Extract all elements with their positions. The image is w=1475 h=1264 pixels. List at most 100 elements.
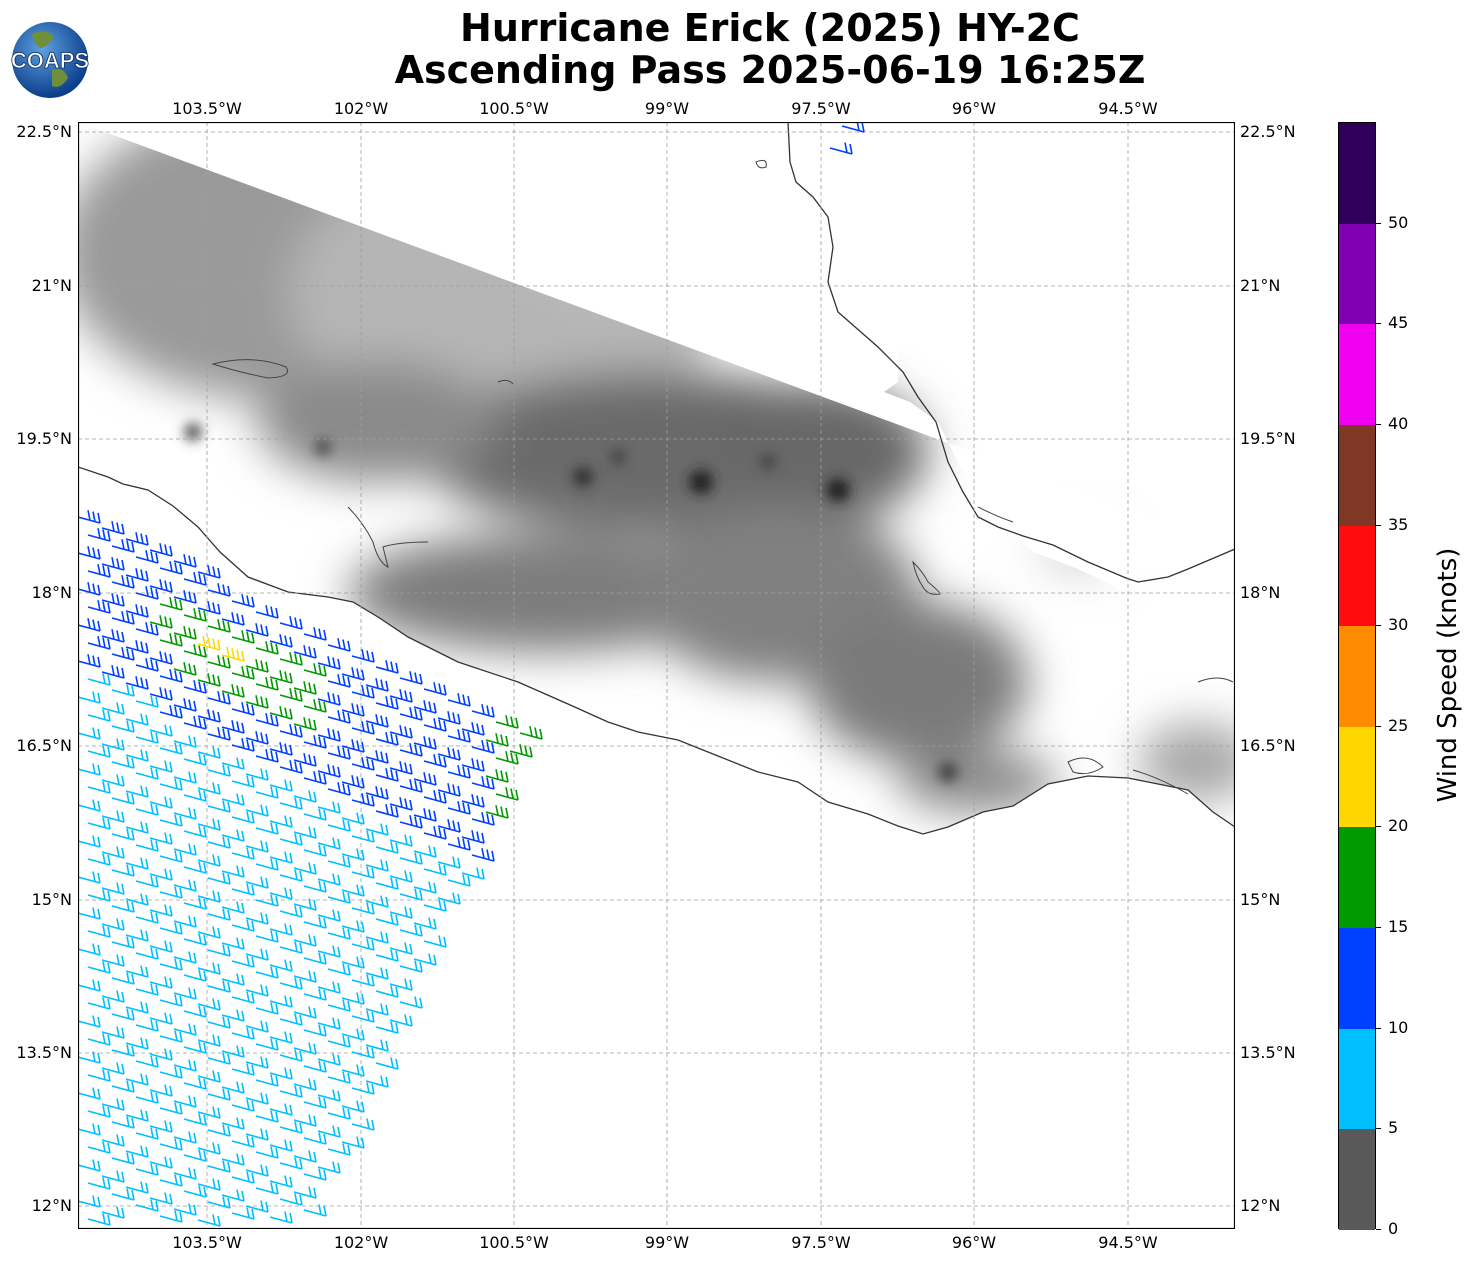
wind-barb bbox=[125, 857, 149, 870]
wind-barb bbox=[399, 996, 423, 1009]
wind-barb bbox=[399, 707, 423, 721]
wind-barb bbox=[365, 823, 389, 836]
wind-barb bbox=[245, 948, 269, 961]
wind-barb bbox=[135, 622, 159, 636]
wind-barb bbox=[159, 958, 183, 971]
wind-barb bbox=[135, 1199, 159, 1212]
wind-barb bbox=[279, 1157, 303, 1170]
wind-barb bbox=[351, 793, 375, 807]
wind-barb bbox=[125, 821, 149, 834]
wind-barb bbox=[327, 638, 351, 652]
wind-barb bbox=[461, 794, 485, 808]
wind-barb bbox=[317, 909, 341, 922]
wind-barb bbox=[135, 1091, 159, 1104]
wind-barb bbox=[135, 983, 159, 996]
wind-barb bbox=[173, 698, 197, 712]
lon-tick-top: 102°W bbox=[333, 99, 389, 118]
wind-barb bbox=[221, 829, 245, 842]
wind-barb bbox=[255, 677, 279, 691]
wind-barb bbox=[303, 1204, 327, 1217]
wind-barb bbox=[125, 532, 149, 546]
wind-barb bbox=[231, 630, 255, 644]
wind-barb bbox=[365, 1075, 389, 1088]
wind-barb bbox=[78, 943, 101, 956]
wind-barb bbox=[135, 911, 159, 924]
wind-barb bbox=[125, 929, 149, 942]
wind-barb bbox=[173, 1203, 197, 1216]
wind-barb bbox=[183, 789, 207, 802]
wind-barb bbox=[351, 1046, 375, 1059]
wind-barb bbox=[231, 883, 255, 896]
colorbar-tickmark bbox=[1376, 1229, 1381, 1230]
wind-barb bbox=[149, 543, 173, 557]
wind-barb bbox=[471, 776, 495, 790]
lon-tick-bottom: 96°W bbox=[951, 1233, 997, 1252]
wind-barb bbox=[437, 747, 461, 761]
wind-barb bbox=[221, 1117, 245, 1130]
wind-barb bbox=[351, 902, 375, 915]
wind-barb bbox=[293, 970, 317, 983]
lon-tick-top: 97.5°W bbox=[791, 99, 851, 118]
wind-barb bbox=[183, 1077, 207, 1090]
wind-barb bbox=[159, 1210, 183, 1223]
wind-barb bbox=[255, 641, 279, 655]
wind-barb bbox=[207, 872, 231, 885]
wind-barb bbox=[111, 684, 135, 697]
colorbar-segment bbox=[1339, 928, 1375, 1029]
wind-barb bbox=[149, 651, 173, 665]
wind-barb bbox=[375, 660, 399, 674]
wind-barb bbox=[255, 786, 279, 799]
wind-barb bbox=[293, 1042, 317, 1055]
wind-barb bbox=[269, 851, 293, 864]
wind-barb bbox=[245, 1056, 269, 1069]
wind-barb bbox=[245, 1128, 269, 1141]
wind-barb bbox=[255, 1002, 279, 1015]
wind-barb bbox=[303, 1060, 327, 1073]
wind-barb bbox=[279, 1085, 303, 1098]
wind-barb bbox=[125, 965, 149, 978]
wind-barb bbox=[135, 658, 159, 672]
wind-barb bbox=[173, 1131, 197, 1144]
wind-barb bbox=[135, 947, 159, 960]
wind-barb bbox=[327, 891, 351, 904]
wind-barb bbox=[375, 804, 399, 818]
wind-barb bbox=[365, 895, 389, 908]
wind-barb bbox=[159, 669, 183, 683]
colorbar-segment bbox=[1339, 424, 1375, 526]
wind-barb bbox=[269, 1211, 293, 1224]
wind-barb bbox=[149, 1084, 173, 1097]
wind-barb bbox=[149, 1048, 173, 1061]
wind-barb bbox=[207, 908, 231, 921]
wind-barb bbox=[293, 753, 317, 767]
wind-barb bbox=[101, 990, 125, 1003]
wind-barb bbox=[231, 594, 255, 608]
wind-barb bbox=[101, 665, 125, 679]
wind-barb bbox=[221, 1009, 245, 1022]
lon-tick-top: 94.5°W bbox=[1098, 99, 1158, 118]
wind-barb bbox=[341, 703, 365, 717]
wind-barb bbox=[447, 765, 471, 779]
wind-barb bbox=[519, 726, 543, 740]
wind-barb bbox=[293, 717, 317, 731]
lon-tick-top: 96°W bbox=[951, 99, 997, 118]
lat-tick-left: 21°N bbox=[31, 276, 72, 295]
logo-text: COAPS bbox=[11, 48, 89, 73]
wind-barb bbox=[149, 904, 173, 917]
wind-barb bbox=[197, 962, 221, 975]
wind-barb bbox=[111, 756, 135, 769]
wind-barb bbox=[413, 736, 437, 750]
wind-barb bbox=[327, 782, 351, 796]
wind-barb bbox=[78, 691, 101, 704]
wind-barb bbox=[399, 815, 423, 829]
wind-barb bbox=[101, 1098, 125, 1111]
wind-barb bbox=[207, 980, 231, 993]
colorbar-tickmark bbox=[1376, 323, 1381, 325]
wind-barb bbox=[255, 930, 279, 943]
wind-barb bbox=[183, 1041, 207, 1054]
wind-barb bbox=[423, 899, 447, 912]
wind-barb bbox=[255, 822, 279, 835]
wind-barb bbox=[101, 1026, 125, 1039]
wind-barb bbox=[159, 850, 183, 863]
title-line-2: Ascending Pass 2025-06-19 16:25Z bbox=[394, 48, 1146, 92]
wind-barb bbox=[173, 626, 197, 640]
